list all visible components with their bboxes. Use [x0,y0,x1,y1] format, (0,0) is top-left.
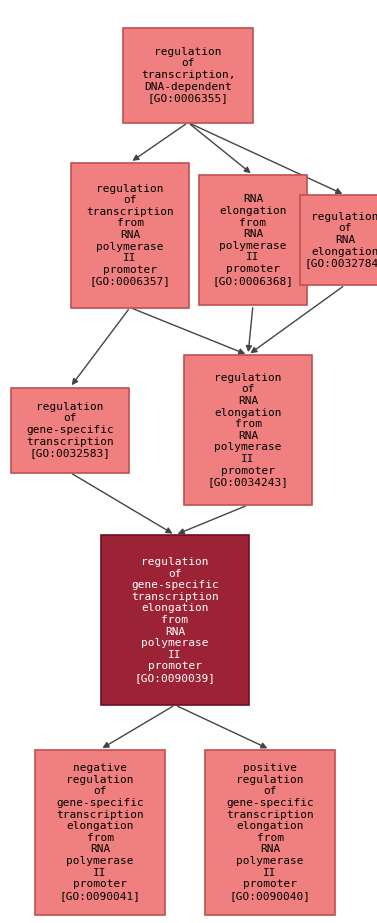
Text: regulation
of
RNA
elongation
from
RNA
polymerase
II
promoter
[GO:0034243]: regulation of RNA elongation from RNA po… [207,373,288,487]
FancyBboxPatch shape [199,175,307,305]
Text: regulation
of
gene-specific
transcription
[GO:0032583]: regulation of gene-specific transcriptio… [26,402,114,458]
Text: regulation
of
transcription,
DNA-dependent
[GO:0006355]: regulation of transcription, DNA-depende… [141,47,235,103]
Text: negative
regulation
of
gene-specific
transcription
elongation
from
RNA
polymeras: negative regulation of gene-specific tra… [56,763,144,901]
FancyBboxPatch shape [205,749,335,915]
FancyBboxPatch shape [123,28,253,123]
Text: regulation
of
RNA
elongation
[GO:0032784]: regulation of RNA elongation [GO:0032784… [305,211,377,269]
FancyBboxPatch shape [11,388,129,473]
Text: regulation
of
gene-specific
transcription
elongation
from
RNA
polymerase
II
prom: regulation of gene-specific transcriptio… [131,557,219,683]
Text: regulation
of
transcription
from
RNA
polymerase
II
promoter
[GO:0006357]: regulation of transcription from RNA pol… [86,184,174,286]
FancyBboxPatch shape [300,195,377,285]
FancyBboxPatch shape [184,355,312,505]
FancyBboxPatch shape [71,162,189,307]
FancyBboxPatch shape [101,535,249,705]
FancyBboxPatch shape [35,749,165,915]
Text: positive
regulation
of
gene-specific
transcription
elongation
from
RNA
polymeras: positive regulation of gene-specific tra… [226,763,314,901]
Text: RNA
elongation
from
RNA
polymerase
II
promoter
[GO:0006368]: RNA elongation from RNA polymerase II pr… [213,195,294,285]
